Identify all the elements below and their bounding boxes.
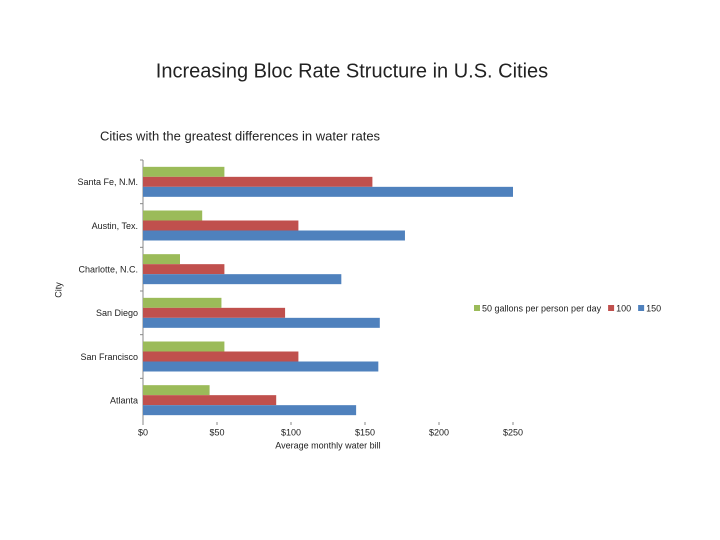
x-tick-label: $0	[138, 427, 148, 437]
bar	[143, 166, 225, 177]
y-tick-label: Santa Fe, N.M.	[77, 177, 138, 187]
bar	[143, 220, 299, 231]
legend-swatch	[608, 305, 615, 311]
bar	[143, 317, 380, 328]
legend-swatch	[638, 305, 645, 311]
y-tick-label: San Diego	[96, 308, 138, 318]
legend-swatch	[474, 305, 480, 311]
bar	[143, 230, 405, 241]
legend-label: 150	[646, 303, 661, 313]
bar	[143, 176, 373, 187]
bar	[143, 210, 203, 221]
chart-subtitle: Cities with the greatest differences in …	[100, 128, 381, 143]
bar	[143, 297, 222, 308]
y-axis-label: City	[53, 282, 63, 298]
legend-label: 100	[616, 303, 631, 313]
legend-label: 50 gallons per person per day	[482, 303, 602, 313]
x-tick-label: $50	[209, 427, 224, 437]
x-tick-label: $250	[503, 427, 523, 437]
y-tick-label: Atlanta	[110, 396, 138, 406]
x-tick-label: $100	[281, 427, 301, 437]
bar	[143, 307, 286, 318]
y-tick-label: Austin, Tex.	[92, 221, 138, 231]
bar	[143, 395, 277, 406]
bar	[143, 254, 180, 265]
bar	[143, 274, 342, 285]
bar	[143, 341, 225, 352]
x-axis-label: Average monthly water bill	[275, 440, 380, 450]
y-tick-label: Charlotte, N.C.	[78, 265, 138, 275]
bar	[143, 361, 379, 372]
chart-title: Increasing Bloc Rate Structure in U.S. C…	[156, 60, 548, 82]
y-tick-label: San Francisco	[80, 352, 138, 362]
x-tick-label: $150	[355, 427, 375, 437]
x-tick-label: $200	[429, 427, 449, 437]
bar	[143, 351, 299, 362]
bar	[143, 405, 357, 416]
bar	[143, 264, 225, 275]
bar	[143, 186, 513, 197]
bar	[143, 385, 210, 396]
